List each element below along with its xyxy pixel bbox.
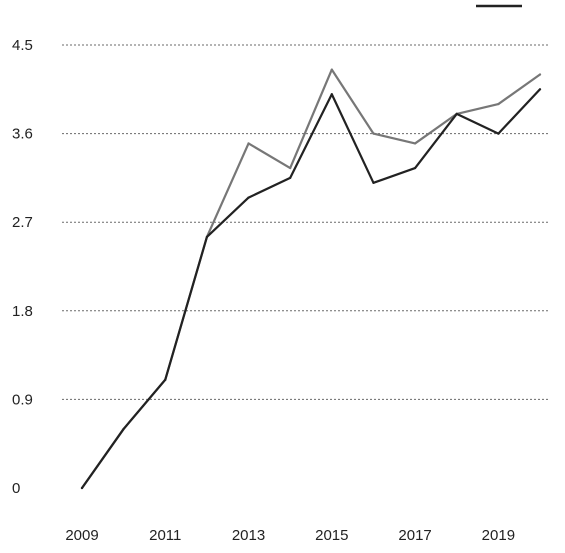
series-2-point <box>80 486 84 490</box>
grid-layer <box>62 44 550 400</box>
x-tick-label: 2019 <box>482 527 515 544</box>
y-tick-label: 0.9 <box>12 391 33 408</box>
x-tick-label: 2011 <box>149 527 181 544</box>
series-2-point <box>413 166 417 170</box>
series-layer <box>80 68 542 490</box>
y-tick-label: 1.8 <box>12 303 33 320</box>
series-1-point <box>330 68 333 71</box>
y-tick-label: 0 <box>12 480 20 497</box>
x-tick-label: 2017 <box>398 527 431 544</box>
series-2-point <box>455 112 458 116</box>
y-tick-label: 3.6 <box>12 126 33 143</box>
x-tick-label: 2009 <box>65 527 98 544</box>
series-2-point <box>122 427 125 431</box>
series-2-point <box>164 378 167 381</box>
series-2-point <box>247 196 250 199</box>
series-2-point <box>372 181 375 184</box>
y-axis-ticks: 0 0.9 1.8 2.7 3.6 4.5 <box>12 37 33 497</box>
series-2-point <box>497 132 500 135</box>
series-1-point <box>497 102 500 106</box>
y-tick-label: 4.5 <box>12 37 33 54</box>
series-1-point <box>372 132 375 135</box>
series-1-point <box>538 73 542 76</box>
y-tick-label: 2.7 <box>12 214 33 231</box>
series-1-point <box>247 142 250 145</box>
series-2-point <box>538 88 542 91</box>
series-2-point <box>330 93 333 96</box>
series-2-point <box>289 176 292 179</box>
series-1-point <box>289 166 292 170</box>
series-2-point <box>205 235 209 239</box>
x-tick-label: 2013 <box>232 527 265 544</box>
series-1-point <box>413 142 417 145</box>
series-line-2 <box>80 88 542 490</box>
x-tick-label: 2015 <box>315 527 348 544</box>
series-line-1 <box>80 68 542 490</box>
x-axis-ticks: 2009 2011 2013 2015 2017 2019 <box>65 527 515 544</box>
